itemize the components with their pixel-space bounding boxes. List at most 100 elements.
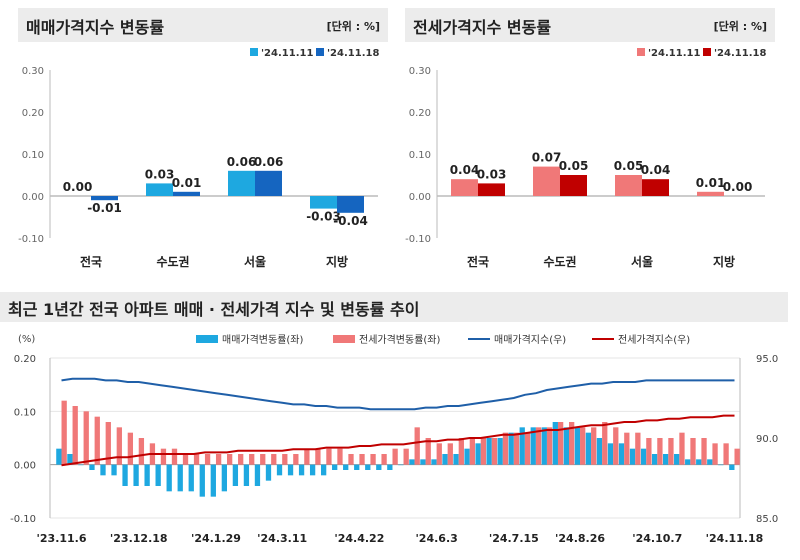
trend-sale-bar bbox=[409, 459, 415, 465]
trend-panel-title-bar: 최근 1년간 전국 아파트 매매 · 전세가격 지수 및 변동률 추이 bbox=[0, 292, 788, 322]
sale-ytick-label: 0.10 bbox=[22, 150, 44, 161]
jeonse-category-label: 서울 bbox=[631, 254, 653, 269]
sale-ytick-label: 0.20 bbox=[22, 108, 44, 119]
trend-xtick-label: '24.8.26 bbox=[555, 532, 605, 545]
trend-sale-bar bbox=[287, 464, 294, 476]
trend-sale-bar bbox=[574, 427, 581, 465]
sale-category-label: 수도권 bbox=[156, 255, 189, 269]
trend-sale-bar bbox=[486, 438, 492, 465]
trend-jeonse-bar bbox=[271, 454, 277, 465]
trend-legend-swatch bbox=[196, 335, 218, 343]
jeonse-bar bbox=[615, 175, 642, 196]
jeonse-data-label: 0.00 bbox=[723, 180, 753, 194]
jeonse-bar bbox=[642, 179, 669, 196]
trend-jeonse-bar bbox=[127, 432, 134, 465]
trend-sale-bar bbox=[254, 464, 261, 486]
sale-ytick-label: 0.00 bbox=[22, 192, 44, 203]
trend-jeonse-bar bbox=[282, 454, 288, 465]
trend-jeonse-bar bbox=[458, 438, 464, 465]
sale-legend-swatch bbox=[316, 48, 324, 56]
trend-xtick-label: '24.4.22 bbox=[334, 532, 384, 545]
trend-sale-bar bbox=[177, 464, 183, 492]
trend-chart: (%) 0.20 0.10 0.00 -0.10 95.0 90.0 85.0 매매가격변동률(… bbox=[10, 333, 778, 545]
trend-sale-bar bbox=[696, 459, 702, 465]
jeonse-bar bbox=[451, 179, 478, 196]
trend-sale-bar bbox=[276, 464, 283, 476]
trend-jeonse-bar bbox=[215, 454, 222, 465]
jeonse-ytick-label: 0.30 bbox=[409, 66, 431, 77]
trend-jeonse-bar bbox=[513, 432, 520, 465]
sale-bar bbox=[255, 170, 282, 196]
sale-data-label: -0.01 bbox=[87, 201, 122, 215]
trend-sale-bar bbox=[508, 432, 514, 465]
trend-xtick-label: '24.11.18 bbox=[706, 532, 764, 545]
trend-jeonse-bar bbox=[227, 454, 233, 465]
trend-sale-bar bbox=[596, 438, 603, 465]
trend-xtick-label: '24.6.3 bbox=[415, 532, 457, 545]
trend-sale-bar bbox=[188, 464, 194, 492]
trend-xtick-label: '24.3.11 bbox=[257, 532, 307, 545]
trend-jeonse-bar bbox=[193, 454, 200, 465]
trend-jeonse-bar bbox=[370, 454, 376, 465]
sale-data-label: -0.03 bbox=[306, 210, 341, 224]
trend-sale-bar bbox=[530, 427, 536, 465]
trend-jeonse-bar bbox=[480, 438, 487, 465]
trend-legend-label: 전세가격지수(우) bbox=[618, 333, 690, 346]
trend-sale-bar bbox=[674, 454, 680, 465]
trend-jeonse-bar bbox=[580, 427, 586, 465]
trend-right-ytick-label: 85.0 bbox=[756, 514, 778, 525]
trend-jeonse-bar bbox=[348, 454, 354, 465]
trend-jeonse-bar bbox=[171, 448, 178, 465]
trend-jeonse-index-line bbox=[61, 414, 735, 467]
trend-sale-bar bbox=[685, 459, 691, 465]
sale-ytick-label: 0.30 bbox=[22, 66, 44, 77]
sale-bar bbox=[91, 196, 118, 201]
trend-sale-bar bbox=[354, 464, 360, 470]
trend-left-ytick-label: 0.10 bbox=[14, 407, 36, 418]
trend-jeonse-bar bbox=[72, 406, 78, 465]
trend-left-ytick-label: 0.00 bbox=[14, 461, 36, 472]
trend-xtick-label: '24.7.15 bbox=[489, 532, 539, 545]
trend-sale-bar bbox=[166, 464, 172, 492]
trend-jeonse-bar bbox=[635, 432, 641, 465]
trend-sale-bar bbox=[210, 464, 216, 497]
trend-jeonse-bar bbox=[359, 454, 365, 465]
jeonse-data-label: 0.01 bbox=[696, 176, 726, 190]
trend-sale-bar bbox=[56, 448, 62, 465]
trend-sale-bar bbox=[420, 459, 426, 465]
trend-left-ytick-label: 0.20 bbox=[14, 354, 36, 365]
trend-sale-bar bbox=[442, 454, 448, 465]
sale-category-label: 지방 bbox=[326, 254, 348, 269]
jeonse-category-label: 전국 bbox=[467, 254, 489, 269]
trend-sale-bar bbox=[265, 464, 272, 481]
trend-jeonse-bar bbox=[116, 427, 122, 465]
jeonse-data-label: 0.05 bbox=[559, 159, 589, 173]
trend-sale-bar bbox=[618, 443, 625, 465]
sale-bar bbox=[146, 183, 173, 196]
jeonse-legend-swatch bbox=[637, 48, 645, 56]
sale-bar bbox=[337, 196, 364, 213]
trend-panel-title: 최근 1년간 전국 아파트 매매 · 전세가격 지수 및 변동률 추이 bbox=[8, 300, 420, 319]
trend-left-axis-label: (%) bbox=[18, 334, 35, 345]
trend-sale-bar bbox=[111, 464, 117, 476]
trend-sale-bar bbox=[332, 464, 338, 470]
trend-jeonse-bar bbox=[624, 432, 630, 465]
trend-jeonse-bar bbox=[447, 443, 453, 465]
trend-jeonse-bar bbox=[337, 448, 343, 465]
sale-data-label: -0.04 bbox=[333, 214, 368, 228]
trend-jeonse-bar bbox=[613, 427, 619, 465]
trend-right-ytick-label: 90.0 bbox=[756, 434, 778, 445]
trend-jeonse-bar bbox=[535, 427, 542, 465]
trend-jeonse-bar bbox=[83, 411, 89, 465]
trend-sale-bar bbox=[155, 464, 161, 486]
trend-jeonse-bar bbox=[260, 454, 266, 465]
sale-change-chart: 0.30 0.20 0.10 0.00 -0.10 '24.11.11 '24.11.18 0… bbox=[18, 48, 379, 269]
trend-sale-bar bbox=[552, 422, 558, 465]
trend-jeonse-bar bbox=[491, 438, 498, 465]
trend-sale-bar bbox=[298, 464, 305, 476]
jeonse-legend-label: '24.11.18 bbox=[714, 48, 766, 59]
trend-legend-label: 매매가격변동률(좌) bbox=[222, 333, 304, 346]
trend-jeonse-bar bbox=[679, 432, 685, 465]
trend-sale-bar bbox=[144, 464, 150, 486]
sale-bar bbox=[228, 170, 255, 196]
